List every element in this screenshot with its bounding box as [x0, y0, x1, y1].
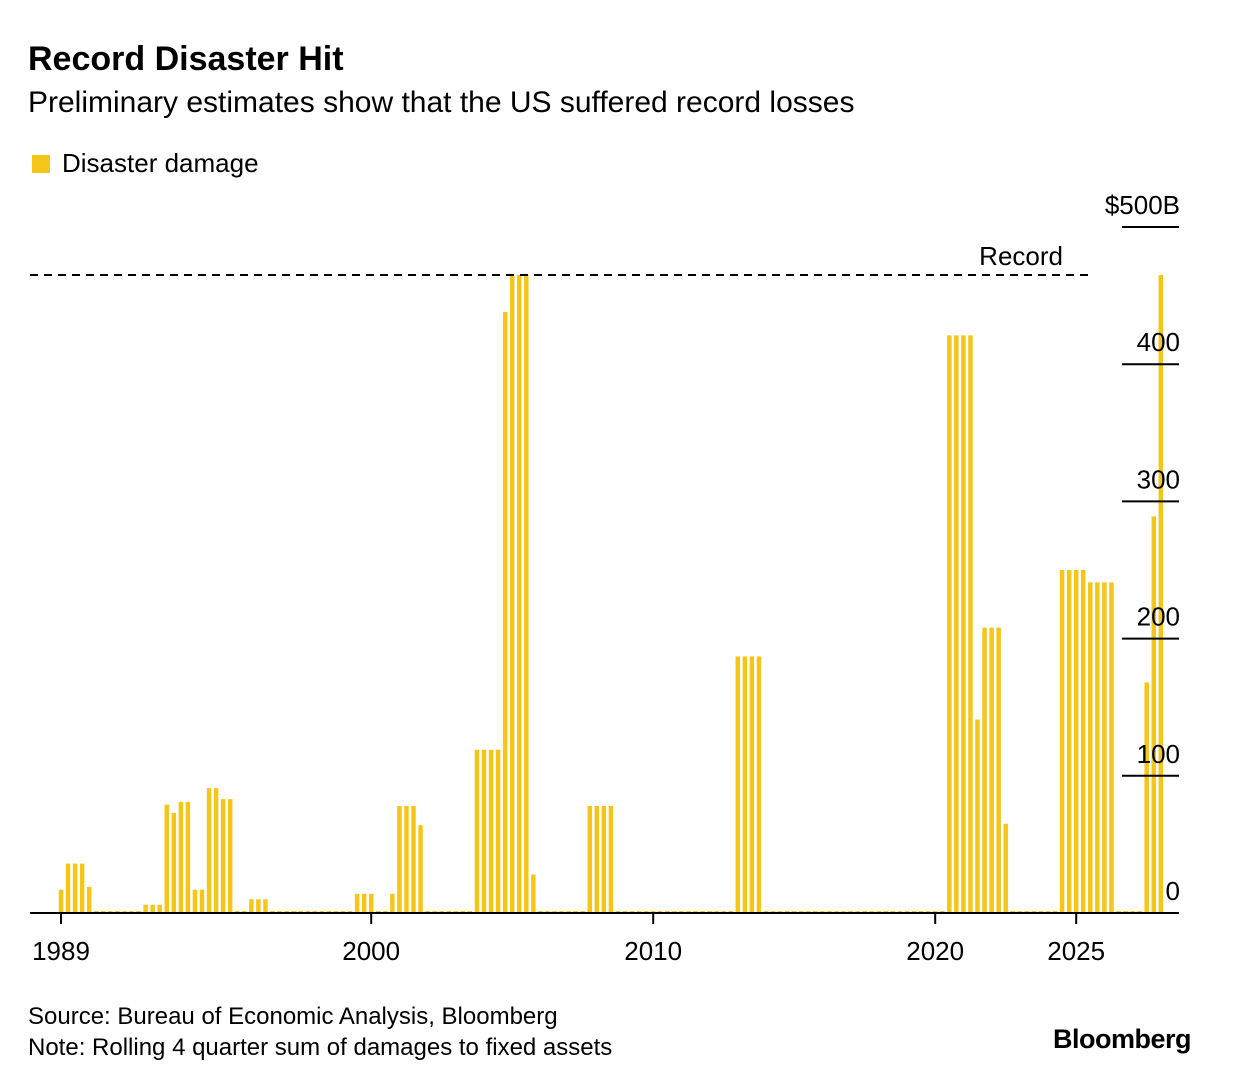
bar: [1158, 275, 1164, 913]
bar: [185, 801, 191, 913]
bar: [975, 719, 980, 913]
bar: [608, 805, 614, 913]
bar: [263, 899, 268, 913]
bar: [86, 886, 92, 913]
bar: [1102, 582, 1107, 913]
legend-swatch: [32, 154, 50, 173]
bar: [404, 805, 409, 913]
x-tick-label: 1989: [32, 936, 90, 966]
bar: [488, 749, 494, 913]
y-tick-label: $500B: [1105, 190, 1180, 220]
bar: [1066, 570, 1072, 913]
x-axis: 1989 2000 2010 2020 2025: [30, 912, 1179, 966]
chart-title: Record Disaster Hit: [28, 40, 344, 78]
bar: [961, 335, 966, 913]
bar: [220, 799, 226, 913]
bar: [411, 805, 416, 913]
x-tick-label: 2010: [624, 936, 682, 966]
y-axis: $500B 400 300 200 100 0: [1105, 190, 1180, 906]
legend-label: Disaster damage: [62, 148, 259, 178]
bar: [206, 788, 212, 913]
bar: [1081, 570, 1086, 913]
bar: [954, 335, 959, 913]
legend: Disaster damage: [32, 148, 259, 179]
bar: [474, 749, 480, 913]
record-label: Record: [979, 241, 1063, 271]
bar: [495, 749, 501, 913]
y-tick-label: 100: [1137, 739, 1180, 769]
chart-subtitle: Preliminary estimates show that the US s…: [28, 86, 855, 119]
bar: [164, 804, 169, 913]
bar: [1095, 582, 1100, 913]
x-tick-label: 2025: [1047, 936, 1105, 966]
bar: [79, 863, 85, 913]
bar: [227, 799, 233, 913]
bar: [594, 805, 600, 913]
bar: [587, 805, 592, 913]
bar: [58, 889, 64, 913]
bar: [213, 788, 219, 913]
bar: [1151, 516, 1156, 913]
bar: [982, 627, 987, 913]
y-tick-label: 0: [1166, 876, 1180, 906]
bar: [249, 899, 254, 913]
bar: [531, 874, 536, 913]
bar: [989, 627, 994, 913]
bar: [65, 863, 71, 913]
bar: [354, 893, 360, 913]
bar: [509, 275, 515, 913]
y-tick-label: 200: [1137, 602, 1180, 632]
bar: [756, 656, 762, 913]
bloomberg-logo: Bloomberg: [1053, 1024, 1192, 1054]
bar: [1059, 570, 1065, 913]
bar: [735, 656, 741, 913]
bar: [418, 825, 423, 913]
bars-group: [58, 275, 1164, 913]
bar: [947, 335, 952, 913]
bar: [502, 312, 508, 913]
bar: [1109, 582, 1114, 913]
bar: [601, 805, 607, 913]
bar: [524, 275, 529, 913]
source-note: Source: Bureau of Economic Analysis, Blo…: [28, 1003, 558, 1030]
x-tick-label: 2020: [906, 936, 964, 966]
bar: [171, 812, 177, 913]
bar: [199, 889, 205, 913]
bar: [368, 893, 374, 913]
bar: [390, 893, 395, 913]
bar: [742, 656, 748, 913]
bar: [1003, 823, 1008, 913]
bar: [150, 904, 155, 913]
bar: [1088, 582, 1093, 913]
bar: [397, 805, 402, 913]
x-tick-label: 2000: [342, 936, 400, 966]
bar: [192, 889, 198, 913]
bar: [361, 893, 367, 913]
record-line-group: Record: [30, 241, 1094, 277]
bar: [749, 656, 755, 913]
bar: [996, 627, 1001, 913]
bar: [256, 899, 261, 913]
bar: [72, 863, 78, 913]
bar: [968, 335, 973, 913]
bar: [481, 749, 487, 913]
bar: [178, 801, 184, 913]
bar: [157, 904, 162, 913]
bar: [143, 904, 148, 913]
footnote: Note: Rolling 4 quarter sum of damages t…: [28, 1034, 613, 1061]
bar: [1144, 682, 1149, 913]
bar: [517, 275, 522, 913]
bar: [1073, 570, 1079, 913]
y-tick-label: 300: [1137, 464, 1180, 494]
y-tick-label: 400: [1137, 327, 1180, 357]
